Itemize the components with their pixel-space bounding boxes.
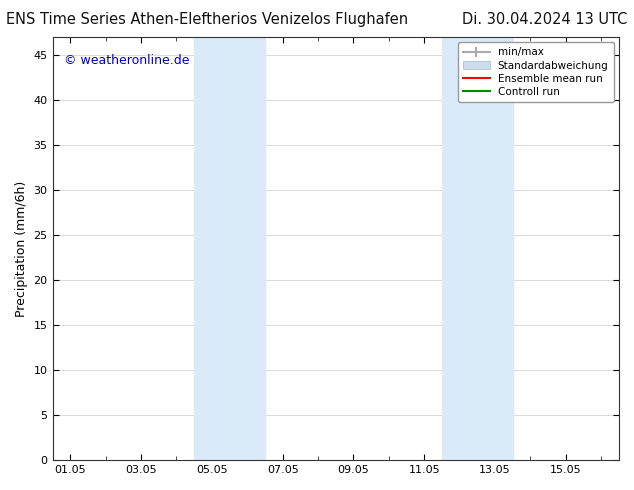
Text: ENS Time Series Athen-Eleftherios Venizelos Flughafen: ENS Time Series Athen-Eleftherios Venize…: [6, 12, 408, 27]
Legend: min/max, Standardabweichung, Ensemble mean run, Controll run: min/max, Standardabweichung, Ensemble me…: [458, 42, 614, 102]
Text: © weatheronline.de: © weatheronline.de: [64, 54, 190, 67]
Y-axis label: Precipitation (mm/6h): Precipitation (mm/6h): [15, 180, 28, 317]
Bar: [442, 37, 513, 460]
Text: Di. 30.04.2024 13 UTC: Di. 30.04.2024 13 UTC: [462, 12, 628, 27]
Bar: [194, 37, 265, 460]
